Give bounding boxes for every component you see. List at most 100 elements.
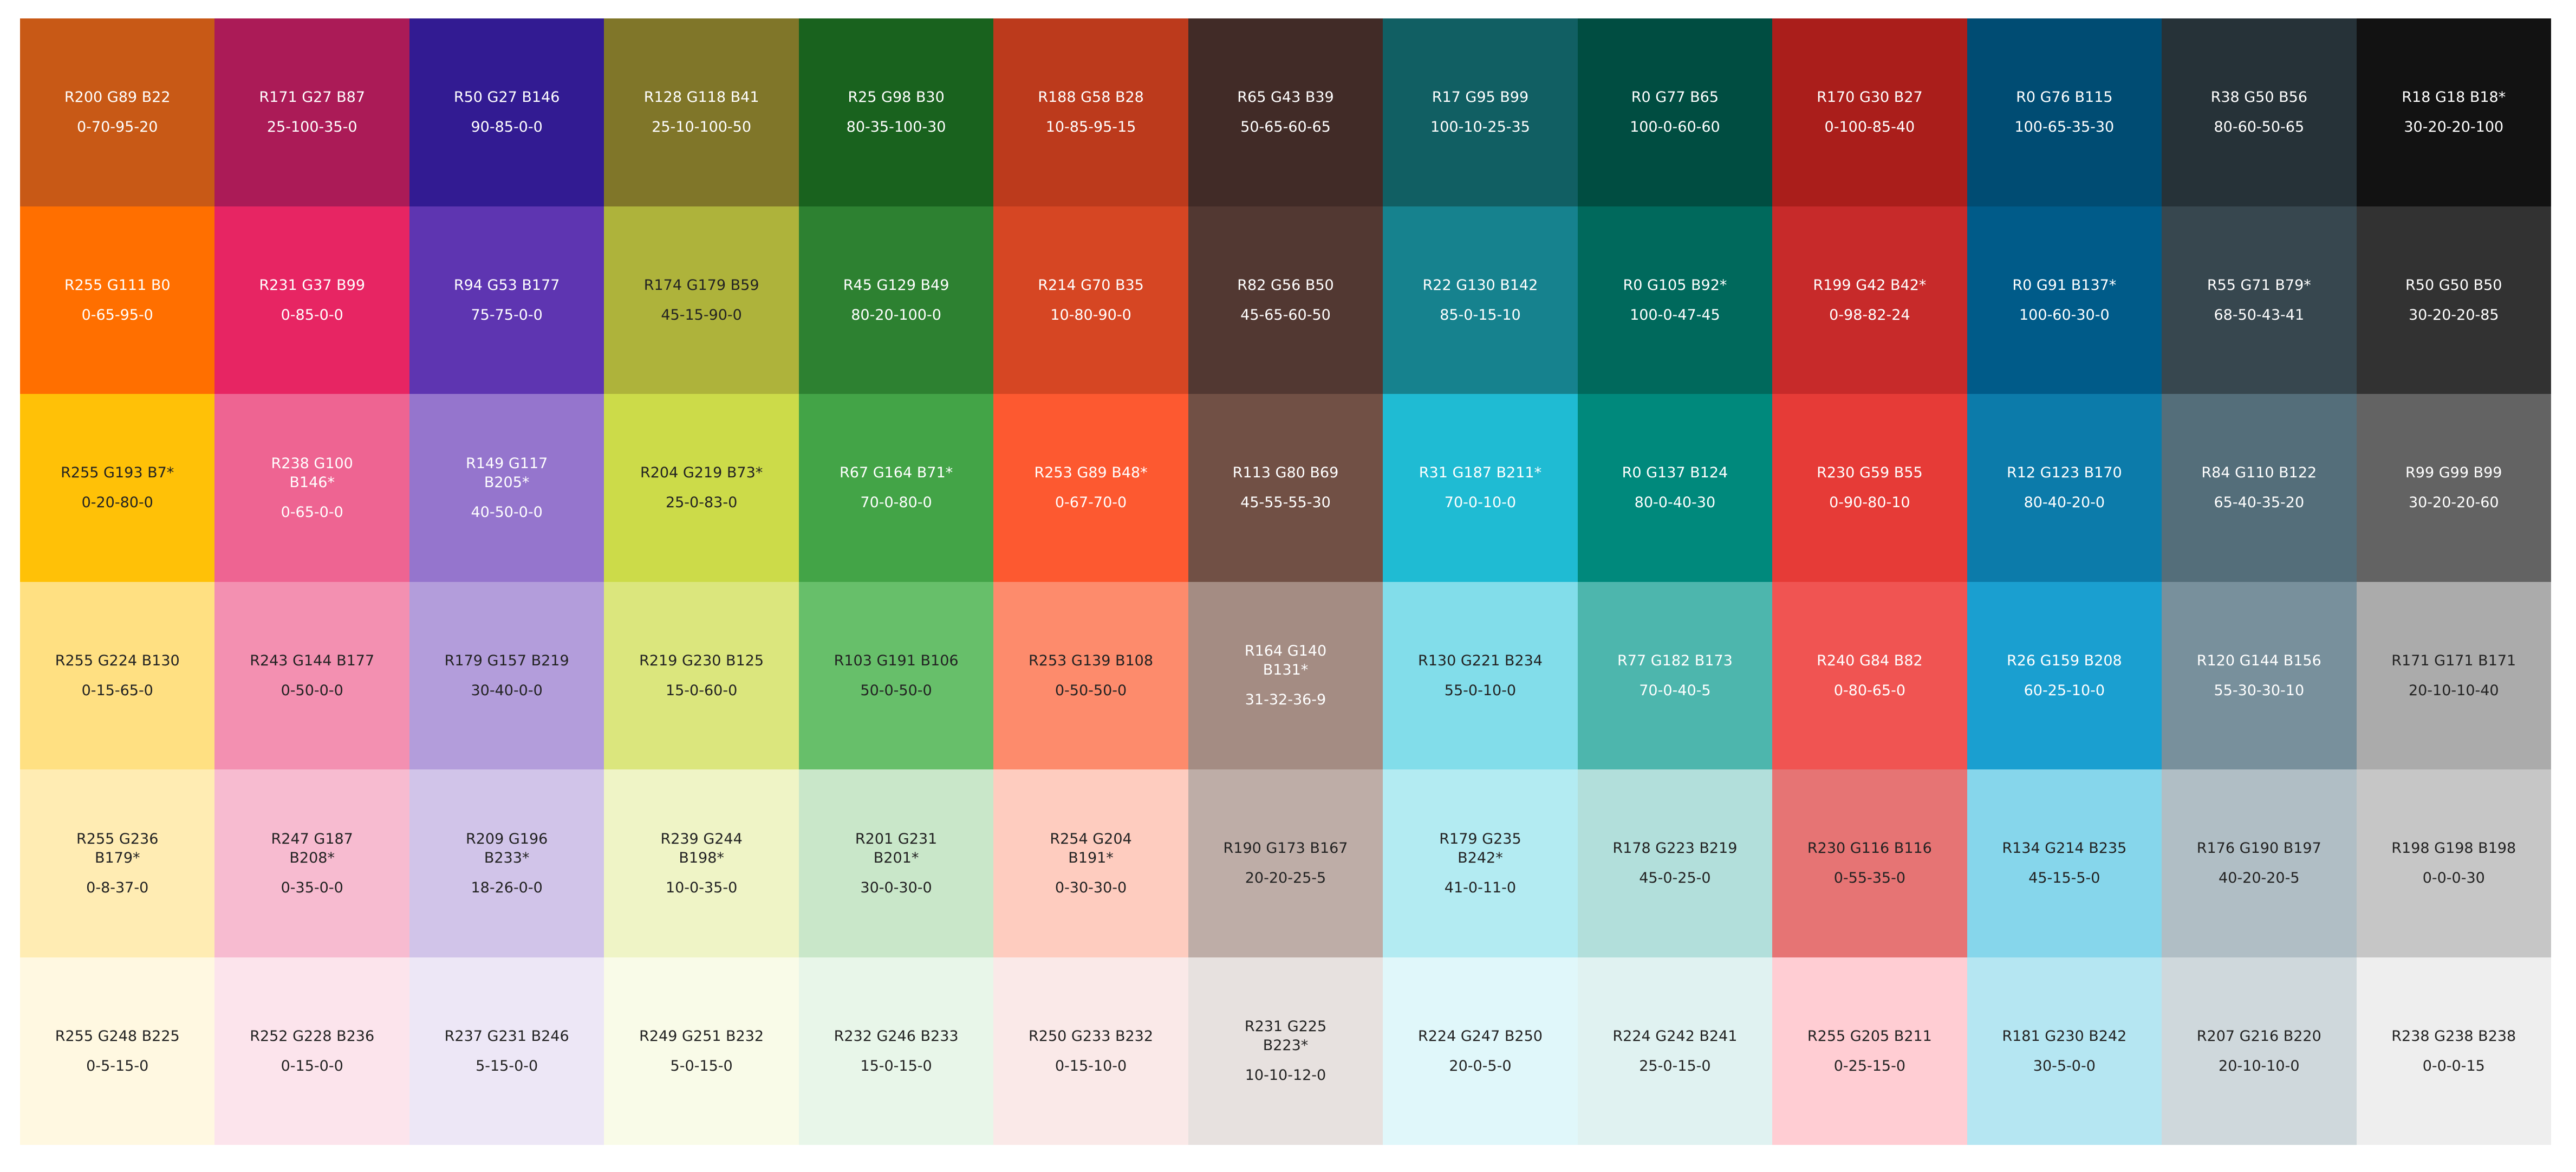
swatch: R255 G224 B130 0-15-65-0	[20, 581, 215, 769]
cmyk-label: 10-80-90-0	[1050, 306, 1131, 323]
rgb-label: R50 G27 B146	[453, 89, 560, 106]
cmyk-label: 70-0-40-5	[1639, 682, 1711, 699]
swatch: R0 G91 B137* 100-60-30-0	[1967, 206, 2162, 394]
rgb-label: R149 G117 B205*	[465, 455, 548, 491]
swatch: R238 G100 B146* 0-65-0-0	[214, 394, 409, 582]
cmyk-label: 40-20-20-5	[2219, 870, 2300, 887]
cmyk-label: 45-65-60-50	[1240, 306, 1331, 323]
rgb-label: R178 G223 B219	[1612, 840, 1738, 857]
swatch: R201 G231 B201* 30-0-30-0	[798, 769, 994, 957]
swatch: R178 G223 B219 45-0-25-0	[1577, 769, 1773, 957]
rgb-label: R255 G236 B179*	[76, 830, 159, 866]
cmyk-label: 0-70-95-20	[76, 119, 158, 136]
rgb-label: R237 G231 B246	[444, 1027, 569, 1045]
cmyk-label: 75-75-0-0	[471, 306, 543, 323]
cmyk-label: 0-65-95-0	[81, 306, 153, 323]
cmyk-label: 0-20-80-0	[81, 494, 153, 511]
swatch: R255 G111 B0 0-65-95-0	[20, 206, 215, 394]
cmyk-label: 80-40-20-0	[2024, 494, 2105, 511]
cmyk-label: 80-35-100-30	[846, 119, 946, 136]
cmyk-label: 40-50-0-0	[471, 503, 543, 521]
swatch: R198 G198 B198 0-0-0-30	[2356, 769, 2551, 957]
swatch: R209 G196 B233* 18-26-0-0	[409, 769, 604, 957]
swatch: R230 G59 B55 0-90-80-10	[1772, 394, 1967, 582]
swatch: R255 G193 B7* 0-20-80-0	[20, 394, 215, 582]
rgb-label: R94 G53 B177	[453, 276, 560, 294]
cmyk-label: 45-55-55-30	[1240, 494, 1331, 511]
swatch: R0 G137 B124 80-0-40-30	[1577, 394, 1773, 582]
rgb-label: R120 G144 B156	[2196, 652, 2321, 669]
rgb-label: R99 G99 B99	[2405, 464, 2502, 482]
swatch: R252 G228 B236 0-15-0-0	[214, 957, 409, 1145]
rgb-label: R253 G139 B108	[1029, 652, 1154, 669]
cmyk-label: 30-20-20-100	[2404, 119, 2504, 136]
swatch: R22 G130 B142 85-0-15-10	[1383, 206, 1578, 394]
cmyk-label: 100-0-47-45	[1630, 306, 1720, 323]
rgb-label: R0 G105 B92*	[1623, 276, 1727, 294]
swatch: R255 G236 B179* 0-8-37-0	[20, 769, 215, 957]
rgb-label: R240 G84 B82	[1817, 652, 1923, 669]
cmyk-label: 100-60-30-0	[2019, 306, 2110, 323]
swatch: R230 G116 B116 0-55-35-0	[1772, 769, 1967, 957]
rgb-label: R255 G205 B211	[1807, 1027, 1932, 1045]
rgb-label: R238 G238 B238	[2391, 1027, 2516, 1045]
rgb-label: R224 G247 B250	[1417, 1027, 1543, 1045]
cmyk-label: 70-0-80-0	[860, 494, 932, 511]
swatch: R113 G80 B69 45-55-55-30	[1188, 394, 1383, 582]
cmyk-label: 0-5-15-0	[86, 1057, 149, 1074]
swatch: R25 G98 B30 80-35-100-30	[798, 18, 994, 206]
cmyk-label: 20-10-10-40	[2408, 682, 2499, 699]
cmyk-label: 0-85-0-0	[281, 306, 343, 323]
swatch: R0 G105 B92* 100-0-47-45	[1577, 206, 1773, 394]
swatch: R164 G140 B131* 31-32-36-9	[1188, 581, 1383, 769]
swatch: R171 G27 B87 25-100-35-0	[214, 18, 409, 206]
rgb-label: R22 G130 B142	[1422, 276, 1538, 294]
rgb-label: R67 G164 B71*	[840, 464, 953, 482]
rgb-label: R0 G91 B137*	[2012, 276, 2117, 294]
swatch: R0 G77 B65 100-0-60-60	[1577, 18, 1773, 206]
rgb-label: R25 G98 B30	[848, 89, 945, 106]
cmyk-label: 50-65-60-65	[1240, 119, 1331, 136]
swatch: R214 G70 B35 10-80-90-0	[993, 206, 1188, 394]
cmyk-label: 18-26-0-0	[471, 879, 543, 896]
rgb-label: R82 G56 B50	[1237, 276, 1334, 294]
rgb-label: R250 G233 B232	[1029, 1027, 1154, 1045]
cmyk-label: 0-90-80-10	[1829, 494, 1910, 511]
swatch: R12 G123 B170 80-40-20-0	[1967, 394, 2162, 582]
cmyk-label: 31-32-36-9	[1245, 691, 1326, 709]
cmyk-label: 80-0-40-30	[1634, 494, 1716, 511]
rgb-label: R207 G216 B220	[2196, 1027, 2321, 1045]
swatch: R231 G37 B99 0-85-0-0	[214, 206, 409, 394]
rgb-label: R219 G230 B125	[639, 652, 764, 669]
cmyk-label: 85-0-15-10	[1440, 306, 1521, 323]
rgb-label: R171 G27 B87	[259, 89, 365, 106]
swatch: R254 G204 B191* 0-30-30-0	[993, 769, 1188, 957]
swatch: R45 G129 B49 80-20-100-0	[798, 206, 994, 394]
rgb-label: R0 G77 B65	[1631, 89, 1719, 106]
rgb-label: R252 G228 B236	[250, 1027, 375, 1045]
rgb-label: R12 G123 B170	[2006, 464, 2122, 482]
swatch: R84 G110 B122 65-40-35-20	[2162, 394, 2357, 582]
rgb-label: R84 G110 B122	[2201, 464, 2317, 482]
rgb-label: R18 G18 B18*	[2402, 89, 2506, 106]
cmyk-label: 45-15-90-0	[661, 306, 742, 323]
cmyk-label: 25-100-35-0	[266, 119, 357, 136]
swatch: R17 G95 B99 100-10-25-35	[1383, 18, 1578, 206]
cmyk-label: 20-20-25-5	[1245, 870, 1326, 887]
cmyk-label: 30-40-0-0	[471, 682, 543, 699]
cmyk-label: 10-0-35-0	[665, 879, 738, 896]
cmyk-label: 25-0-15-0	[1639, 1057, 1711, 1074]
swatch-grid: R200 G89 B22 0-70-95-20 R171 G27 B87 25-100…	[20, 18, 2551, 1145]
rgb-label: R0 G76 B115	[2016, 89, 2113, 106]
swatch: R128 G118 B41 25-10-100-50	[604, 18, 799, 206]
swatch: R224 G247 B250 20-0-5-0	[1383, 957, 1578, 1145]
cmyk-label: 90-85-0-0	[471, 119, 543, 136]
cmyk-label: 0-25-15-0	[1833, 1057, 1906, 1074]
cmyk-label: 0-100-85-40	[1824, 119, 1915, 136]
swatch: R26 G159 B208 60-25-10-0	[1967, 581, 2162, 769]
swatch: R176 G190 B197 40-20-20-5	[2162, 769, 2357, 957]
swatch: R204 G219 B73* 25-0-83-0	[604, 394, 799, 582]
cmyk-label: 0-15-10-0	[1055, 1057, 1127, 1074]
cmyk-label: 0-15-0-0	[281, 1057, 343, 1074]
